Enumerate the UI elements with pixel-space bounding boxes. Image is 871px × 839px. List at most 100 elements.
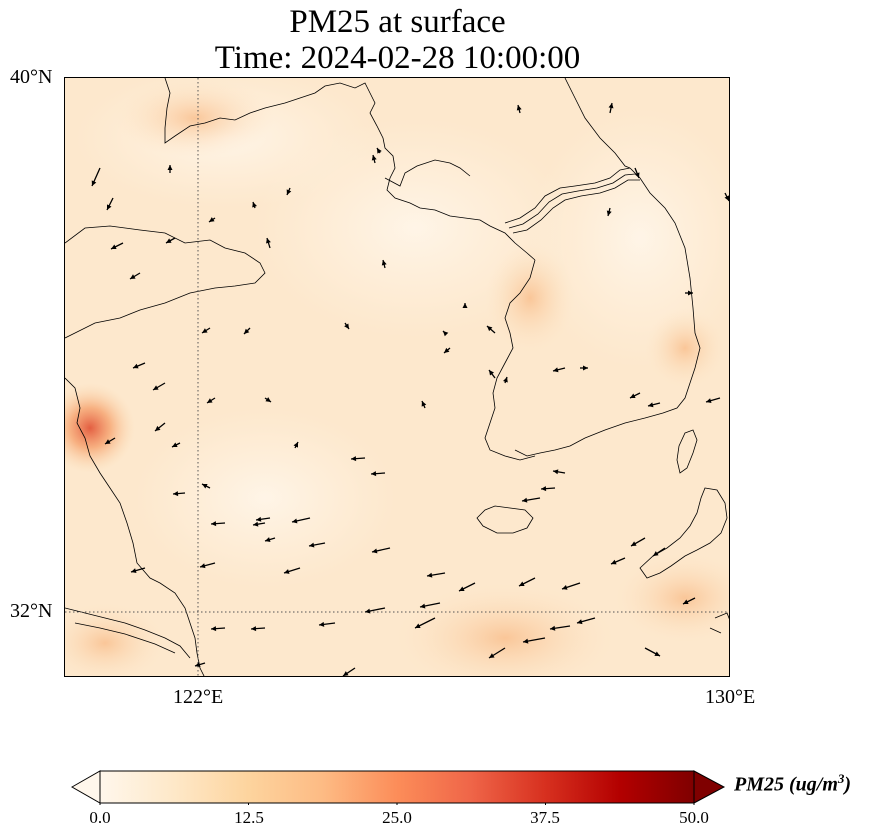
wind-arrow-head: [107, 204, 112, 210]
wind-arrow-head: [683, 599, 689, 604]
colorbar-gradient: [99, 770, 695, 804]
lat-label-32n: 32°N: [10, 600, 53, 622]
wind-arrow-head: [371, 471, 377, 477]
wind-arrow-head: [365, 608, 371, 614]
wind-arrow-head: [265, 537, 271, 542]
wind-arrow-head: [319, 621, 325, 627]
wind-arrow-head: [173, 491, 179, 497]
wind-arrow-head: [427, 572, 433, 578]
wind-arrow-head: [516, 105, 522, 111]
wind-arrow-head: [200, 563, 206, 569]
wind-arrow-head: [344, 323, 349, 329]
wind-arrow-head: [133, 363, 139, 369]
wind-arrow-head: [519, 581, 525, 586]
wind-arrow-head: [252, 202, 257, 208]
wind-arrow-head: [155, 425, 161, 431]
colorbar-max-extend: [693, 770, 726, 804]
moderate-region: [115, 78, 275, 158]
wind-arrow-head: [351, 456, 357, 462]
gridlines: [65, 78, 729, 676]
wind-arrow-head: [371, 155, 377, 161]
wind-arrow-head: [550, 625, 556, 631]
wind-arrow-head: [459, 586, 465, 591]
wind-arrow-head: [284, 569, 290, 574]
lon-label-130e: 130°E: [705, 686, 756, 708]
wind-arrow-head: [706, 398, 712, 404]
wind-arrow-head: [489, 370, 494, 376]
colorbar-tick: 37.5: [530, 808, 560, 827]
moderate-region: [395, 583, 615, 676]
wind-arrow-head: [487, 326, 493, 332]
wind-arrow-head: [167, 165, 173, 170]
wind-arrow-head: [266, 238, 271, 244]
wind-arrow-head: [211, 521, 217, 527]
map-panel: [64, 77, 730, 677]
wind-arrow-head: [292, 518, 298, 524]
coastlines: [65, 78, 729, 676]
wind-arrow-head: [630, 393, 636, 398]
wind-arrow-head: [421, 401, 427, 407]
wind-arrow-head: [166, 238, 172, 243]
wind-arrow-head: [207, 398, 213, 403]
wind-arrow-head: [648, 402, 654, 408]
lon-label-122e: 122°E: [173, 686, 224, 708]
moderate-region: [615, 553, 729, 643]
wind-arrow-head: [724, 195, 729, 201]
high-concentration-region: [65, 383, 135, 473]
wind-arrow-head: [309, 542, 315, 548]
wind-arrow-head: [634, 172, 640, 178]
colorbar-label: PM25 (ug/m3): [734, 771, 852, 796]
map-title-line2: Time: 2024-02-28 10:00:00: [214, 40, 581, 76]
wind-arrow-head: [562, 585, 568, 590]
wind-arrow-head: [608, 103, 614, 109]
clean-region: [135, 408, 395, 588]
wind-arrow-head: [654, 651, 660, 656]
wind-arrow-head: [577, 619, 583, 625]
wind-arrow-head: [153, 385, 159, 390]
moderate-region: [65, 603, 165, 676]
colorbar: [70, 770, 726, 805]
wind-arrow-head: [606, 210, 612, 216]
wind-arrow-head: [444, 347, 450, 353]
moderate-region: [645, 308, 725, 388]
colorbar-tick: 12.5: [234, 808, 264, 827]
wind-arrow-head: [105, 439, 111, 444]
colorbar-tick: 0.0: [89, 808, 111, 827]
wind-arrow-head: [420, 603, 426, 609]
wind-arrow-head: [286, 189, 292, 195]
wind-arrow-head: [111, 244, 117, 249]
colorbar-min-extend: [70, 770, 101, 804]
colorbar-tick: 50.0: [679, 808, 709, 827]
wind-arrow-head: [688, 290, 693, 296]
moderate-region: [485, 243, 575, 353]
wind-arrow-head: [415, 623, 421, 628]
map-canvas: [65, 78, 729, 676]
wind-arrow-head: [553, 367, 559, 373]
wind-arrow-head: [130, 274, 136, 279]
map-title-line1: PM25 at surface: [289, 4, 506, 40]
wind-arrow-head: [522, 497, 528, 503]
wind-arrow-head: [541, 486, 547, 492]
wind-arrow-head: [489, 653, 495, 658]
wind-arrow-head: [209, 217, 215, 222]
wind-arrow-head: [131, 568, 137, 574]
wind-arrow-head: [553, 469, 559, 475]
wind-arrow-head: [211, 626, 217, 632]
wind-arrow-head: [631, 541, 637, 546]
wind-arrow-head: [251, 626, 257, 632]
wind-arrow-head: [653, 551, 659, 556]
wind-arrow-head: [583, 365, 588, 371]
wind-arrow-head: [256, 516, 262, 522]
wind-arrow-head: [503, 377, 508, 383]
wind-arrow-head: [377, 148, 382, 154]
wind-vectors: [91, 102, 729, 676]
wind-arrow-head: [523, 638, 529, 644]
colorbar-tick: 25.0: [382, 808, 412, 827]
wind-arrow-head: [372, 548, 378, 554]
wind-arrow-head: [293, 442, 298, 448]
wind-arrow-head: [381, 260, 387, 266]
wind-arrow-head: [265, 397, 271, 402]
wind-arrow-head: [443, 331, 449, 337]
lat-label-40n: 40°N: [10, 66, 53, 88]
wind-arrow-head: [202, 328, 208, 333]
